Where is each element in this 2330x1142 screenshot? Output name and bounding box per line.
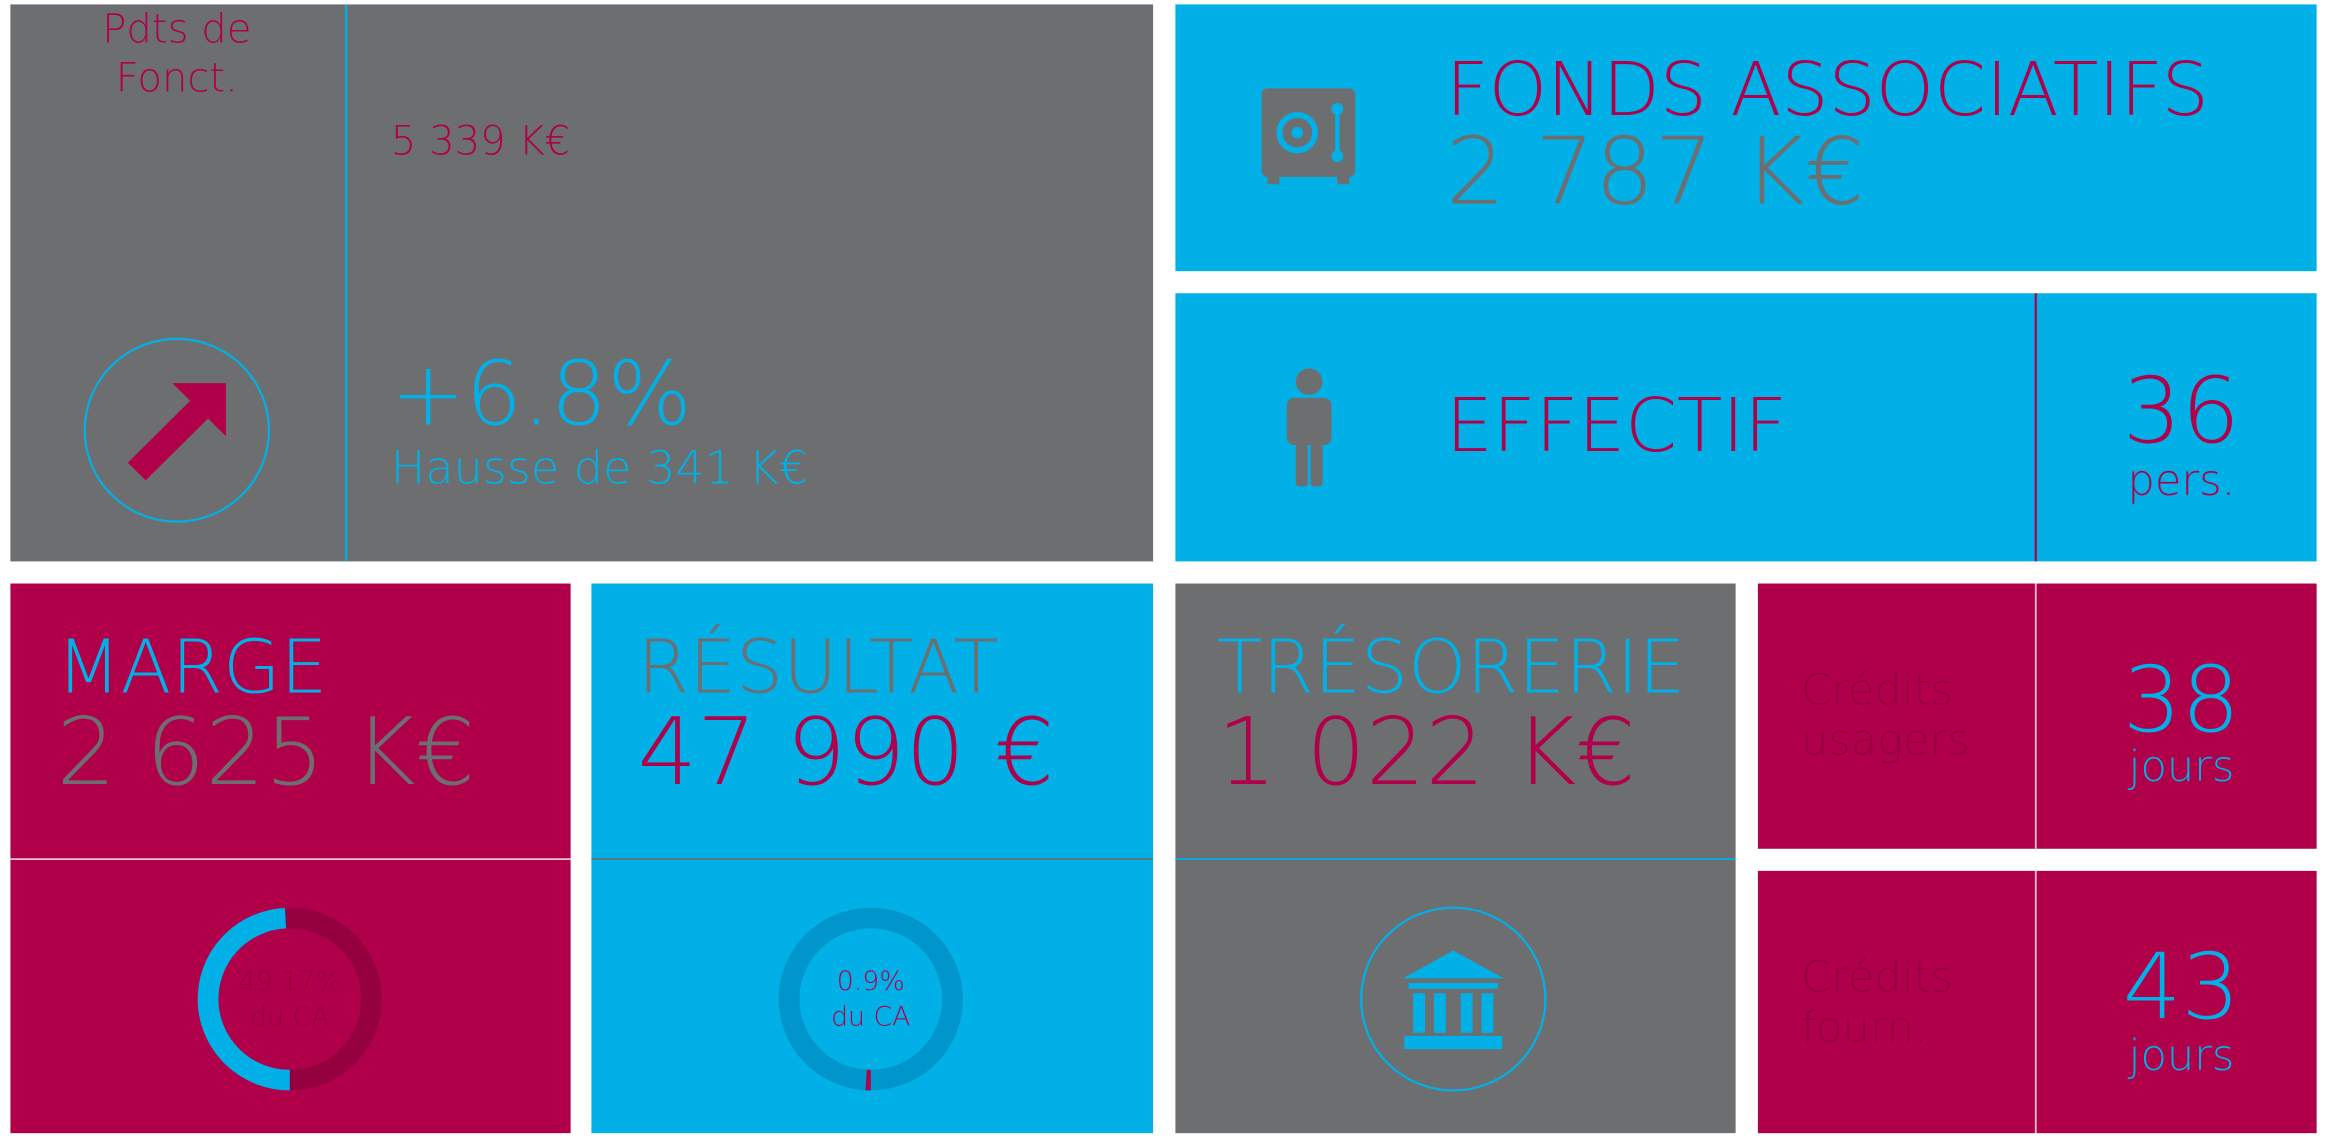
title: FONDS ASSOCIATIFS	[1446, 47, 2209, 133]
title: MARGE	[56, 625, 327, 711]
title: EFFECTIF	[1446, 383, 1787, 469]
label: fourn.	[1801, 1003, 1928, 1053]
change: +6.8%	[391, 343, 692, 446]
unit: pers.	[2128, 456, 2236, 506]
label: usagers	[1801, 716, 1970, 766]
count: 36	[2123, 357, 2240, 464]
amount: 2 625 K€	[56, 697, 475, 806]
safe-icon	[1261, 88, 1356, 185]
label: Crédits	[1801, 666, 1953, 716]
tile-credits-usagers	[1757, 583, 2317, 849]
amount: 5 339 K€	[391, 119, 570, 165]
tile-produits	[10, 4, 1154, 562]
ratio-label: 0.9%	[837, 966, 905, 997]
amount: 1 022 K€	[1217, 697, 1636, 806]
unit: jours	[2127, 742, 2234, 792]
arrow-icon	[127, 383, 226, 481]
label: Pdts de	[102, 7, 251, 53]
person-icon	[1286, 368, 1332, 487]
amount: 47 990 €	[637, 697, 1054, 806]
icon-circle	[83, 337, 271, 523]
unit: jours	[2127, 1031, 2234, 1081]
label: Crédits	[1801, 953, 1953, 1003]
ratio-label: 49.17%	[239, 966, 341, 997]
icon-circle	[1360, 906, 1547, 1092]
bank-icon	[1402, 950, 1504, 1050]
days: 43	[2123, 934, 2240, 1041]
label: Fonct.	[116, 56, 238, 102]
donut-arc	[197, 907, 291, 1091]
amount: 2 787 K€	[1446, 117, 1865, 226]
title: RÉSULTAT	[637, 623, 998, 711]
days: 38	[2123, 646, 2240, 753]
ratio-caption: du CA	[250, 1002, 329, 1033]
caption: Hausse de 341 K€	[391, 441, 808, 495]
title: TRÉSORERIE	[1217, 623, 1686, 711]
tile-fonds	[1175, 4, 2317, 272]
ratio-caption: du CA	[831, 1002, 910, 1033]
tile-effectif	[1175, 293, 2317, 562]
tile-credits-fourn	[1757, 870, 2317, 1134]
